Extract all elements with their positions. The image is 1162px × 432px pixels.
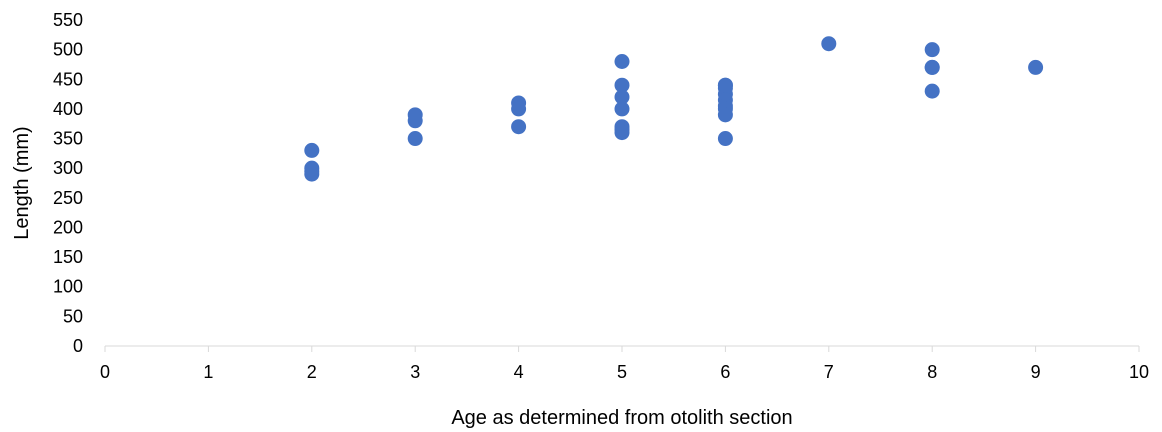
data-point <box>304 166 320 182</box>
y-tick-label: 550 <box>53 10 83 30</box>
x-tick-label: 10 <box>1129 362 1149 382</box>
x-tick-label: 3 <box>410 362 420 382</box>
y-tick-label: 0 <box>73 336 83 356</box>
data-point <box>1028 59 1044 75</box>
data-point <box>717 77 733 93</box>
y-tick-label: 200 <box>53 217 83 237</box>
y-axis-ticks: 0 50 100 150 200 250 300 350 400 450 500 550 <box>53 10 83 356</box>
data-point <box>511 119 527 135</box>
data-point <box>924 42 940 58</box>
x-tick-label: 1 <box>203 362 213 382</box>
y-tick-label: 400 <box>53 99 83 119</box>
x-tick-label: 7 <box>824 362 834 382</box>
x-axis-title: Age as determined from otolith section <box>451 407 792 429</box>
x-tick-label: 2 <box>307 362 317 382</box>
x-tick-label: 5 <box>617 362 627 382</box>
data-points <box>304 36 1044 182</box>
y-tick-label: 250 <box>53 188 83 208</box>
data-point <box>614 77 630 93</box>
x-tick-label: 4 <box>514 362 524 382</box>
data-point <box>407 113 423 129</box>
y-tick-label: 300 <box>53 158 83 178</box>
y-axis-title: Length (mm) <box>11 126 33 239</box>
data-point <box>614 101 630 117</box>
x-tick-label: 8 <box>927 362 937 382</box>
y-tick-label: 450 <box>53 69 83 89</box>
data-point <box>614 53 630 69</box>
y-tick-label: 350 <box>53 129 83 149</box>
x-axis-ticks: 0 1 2 3 4 5 6 7 8 9 10 <box>100 346 1149 382</box>
data-point <box>614 89 630 105</box>
y-tick-label: 500 <box>53 40 83 60</box>
data-point <box>511 101 527 117</box>
data-point <box>614 125 630 141</box>
y-tick-label: 150 <box>53 247 83 267</box>
data-point <box>717 107 733 123</box>
data-point <box>407 131 423 147</box>
x-tick-label: 9 <box>1031 362 1041 382</box>
data-point <box>821 36 837 52</box>
y-tick-label: 100 <box>53 277 83 297</box>
y-tick-label: 50 <box>63 306 83 326</box>
data-point <box>924 59 940 75</box>
data-point <box>924 83 940 99</box>
x-tick-label: 0 <box>100 362 110 382</box>
data-point <box>304 142 320 158</box>
x-tick-label: 6 <box>720 362 730 382</box>
data-point <box>717 131 733 147</box>
